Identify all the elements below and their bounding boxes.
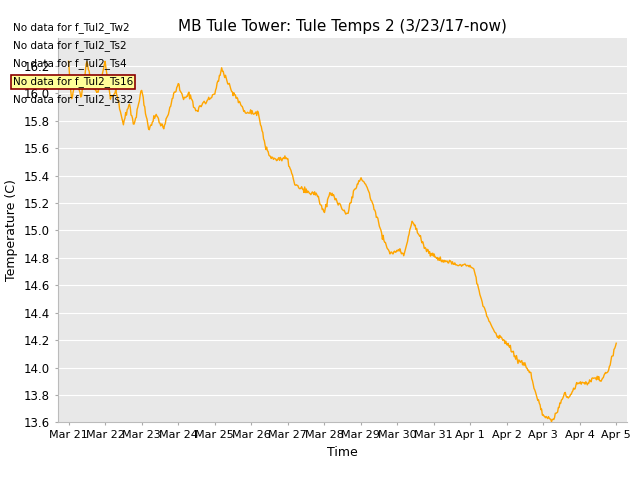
Text: No data for f_Tul2_Ts4: No data for f_Tul2_Ts4 [13, 58, 127, 69]
Text: No data for f_Tul2_Ts16: No data for f_Tul2_Ts16 [13, 76, 133, 87]
Title: MB Tule Tower: Tule Temps 2 (3/23/17-now): MB Tule Tower: Tule Temps 2 (3/23/17-now… [178, 20, 507, 35]
Text: No data for f_Tul2_Ts2: No data for f_Tul2_Ts2 [13, 40, 127, 51]
Text: No data for f_Tul2_Tw2: No data for f_Tul2_Tw2 [13, 22, 129, 33]
Y-axis label: Temperature (C): Temperature (C) [5, 180, 18, 281]
Text: No data for f_Tul2_Ts32: No data for f_Tul2_Ts32 [13, 95, 133, 106]
X-axis label: Time: Time [327, 445, 358, 458]
Legend: Tul2_Ts-8: Tul2_Ts-8 [289, 478, 396, 480]
